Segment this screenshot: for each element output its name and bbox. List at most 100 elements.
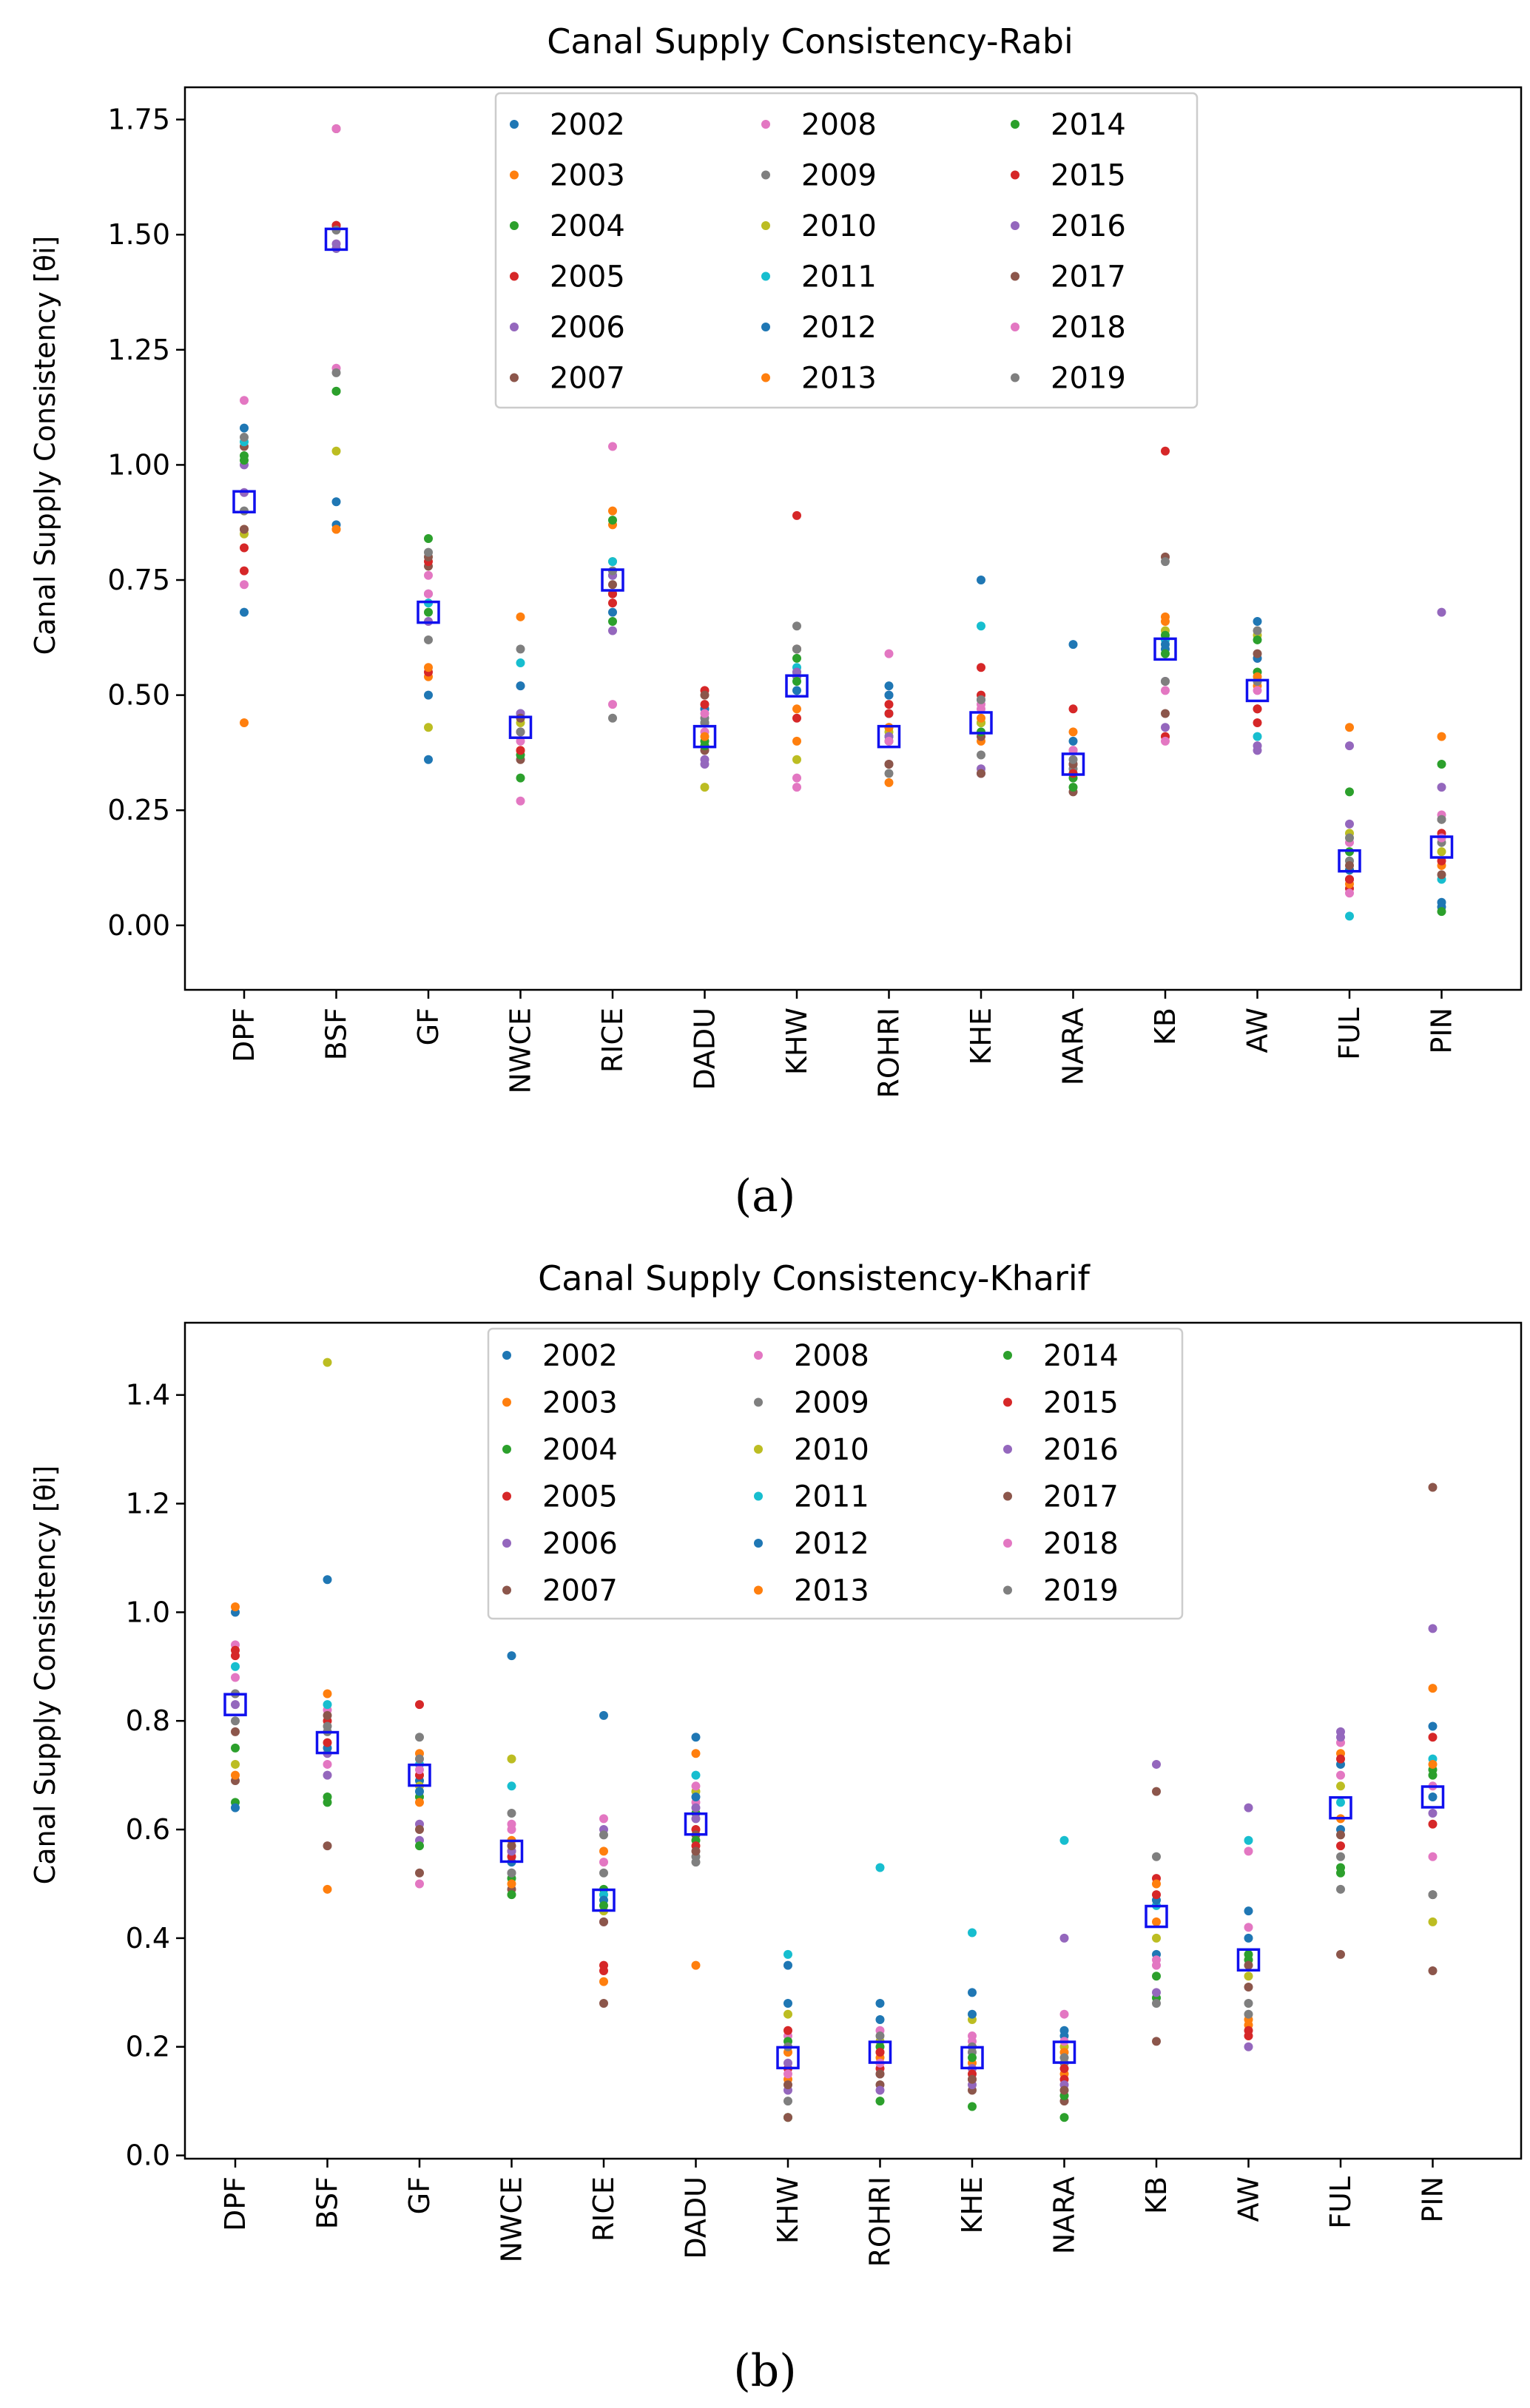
data-point-2018: [1253, 686, 1262, 695]
data-point-2014: [331, 386, 341, 396]
x-tick-label: NARA: [1048, 2176, 1081, 2254]
data-point-2015: [1345, 874, 1354, 884]
data-point-2017: [231, 1727, 240, 1736]
mean-marker: [785, 674, 809, 698]
data-point-2017: [1437, 870, 1446, 880]
data-point-2002: [599, 1710, 608, 1720]
data-point-2017: [1152, 1787, 1161, 1796]
x-tick-label: BSF: [320, 1008, 353, 1060]
data-point-2003: [884, 778, 894, 787]
data-point-2008: [424, 570, 433, 580]
data-point-2003: [231, 1602, 240, 1612]
data-point-2017: [1345, 860, 1354, 870]
data-point-2016: [1428, 1809, 1438, 1818]
mean-marker: [499, 1839, 524, 1864]
x-tick-label: PIN: [1417, 2176, 1449, 2223]
legend-entry-2018: 2018: [1051, 311, 1126, 345]
data-point-2007: [1244, 1982, 1253, 1992]
data-point-2014: [1428, 1770, 1438, 1780]
y-tick-label: 1.50: [107, 218, 170, 251]
legend-marker: [502, 1539, 511, 1548]
data-points: [231, 1358, 1438, 2122]
mean-marker: [417, 600, 440, 624]
legend-entry-2014: 2014: [1043, 1339, 1119, 1373]
data-point-2011: [1244, 1835, 1253, 1845]
data-point-2019: [1059, 2053, 1069, 2063]
legend-entry-2012: 2012: [801, 311, 877, 345]
data-point-2009: [516, 644, 525, 654]
data-point-2011: [323, 1700, 332, 1710]
data-point-2015: [599, 1966, 608, 1975]
legend-entry-2006: 2006: [550, 311, 625, 345]
data-point-2002: [1253, 617, 1262, 627]
legend-marker: [754, 1585, 763, 1595]
data-point-2010: [424, 723, 433, 732]
data-point-2008: [1059, 2009, 1069, 2019]
data-point-2012: [1437, 897, 1446, 907]
data-point-2012: [783, 1960, 792, 1970]
legend-entry-2017: 2017: [1051, 260, 1126, 294]
data-point-2017: [691, 1847, 701, 1856]
mean-markers: [232, 227, 1454, 873]
data-point-2015: [700, 700, 710, 709]
data-point-2017: [1244, 1960, 1253, 1970]
legend-marker: [1003, 1491, 1012, 1501]
data-point-2011: [783, 1949, 792, 1959]
data-point-2011: [1059, 1835, 1069, 1845]
x-tick-label: NWCE: [496, 2176, 528, 2263]
x-ticks: DPF BSF GF NWCE RICE DADU KHW ROHRI KHE NARA KB AW F…: [228, 990, 1458, 1099]
data-point-2011: [1345, 911, 1354, 921]
data-point-2019: [1336, 1852, 1345, 1861]
legend-marker: [502, 1351, 511, 1360]
data-point-2005: [415, 1700, 424, 1710]
data-point-2003: [608, 506, 617, 516]
legend-marker: [1003, 1351, 1012, 1360]
data-point-2009: [1244, 1999, 1253, 2009]
x-tick-label: DPF: [228, 1008, 260, 1062]
legend-marker: [754, 1397, 763, 1407]
legend-marker: [1011, 120, 1020, 129]
mean-marker: [1236, 1948, 1261, 1972]
data-point-2009: [1336, 1884, 1345, 1894]
data-point-2008: [608, 442, 617, 451]
data-point-2019: [1244, 2009, 1253, 2019]
data-point-2013: [700, 732, 710, 741]
legend-entry-2009: 2009: [794, 1386, 869, 1420]
data-point-2003: [1152, 1917, 1161, 1926]
data-point-2005: [1428, 1819, 1438, 1829]
data-point-2014: [1253, 635, 1262, 644]
data-point-2019: [1428, 1890, 1438, 1900]
data-point-2005: [240, 566, 249, 576]
data-point-2016: [783, 2058, 792, 2068]
x-tick-label: FUL: [1324, 2176, 1357, 2229]
x-tick-label: KHE: [956, 2176, 988, 2234]
data-point-2011: [968, 1928, 977, 1937]
legend-entry-2016: 2016: [1051, 209, 1126, 243]
legend-marker: [754, 1351, 763, 1360]
data-point-2003: [240, 718, 249, 727]
data-point-2003: [792, 736, 801, 746]
legend-entry-2003: 2003: [542, 1386, 618, 1420]
data-point-2014: [323, 1792, 332, 1801]
data-point-2004: [1345, 787, 1354, 797]
data-point-2005: [792, 713, 801, 723]
mean-marker: [315, 1730, 340, 1755]
data-point-2010: [1428, 1917, 1438, 1926]
data-point-2013: [331, 525, 341, 534]
y-tick-label: 1.2: [126, 1488, 170, 1520]
data-point-2014: [792, 676, 801, 686]
data-point-2017: [1161, 709, 1170, 718]
legend-marker: [761, 323, 770, 331]
data-point-2015: [875, 2048, 885, 2057]
data-point-2014: [1336, 1863, 1345, 1872]
data-point-2008: [240, 396, 249, 405]
x-tick-label: AW: [1241, 1008, 1274, 1053]
data-point-2008: [516, 796, 525, 806]
data-point-2006: [1437, 783, 1446, 792]
data-point-2016: [700, 755, 710, 764]
y-tick-label: 1.25: [107, 334, 170, 366]
data-point-2013: [1428, 1759, 1438, 1769]
data-point-2012: [691, 1792, 701, 1801]
mean-marker: [601, 568, 624, 592]
data-point-2017: [1428, 1483, 1438, 1492]
